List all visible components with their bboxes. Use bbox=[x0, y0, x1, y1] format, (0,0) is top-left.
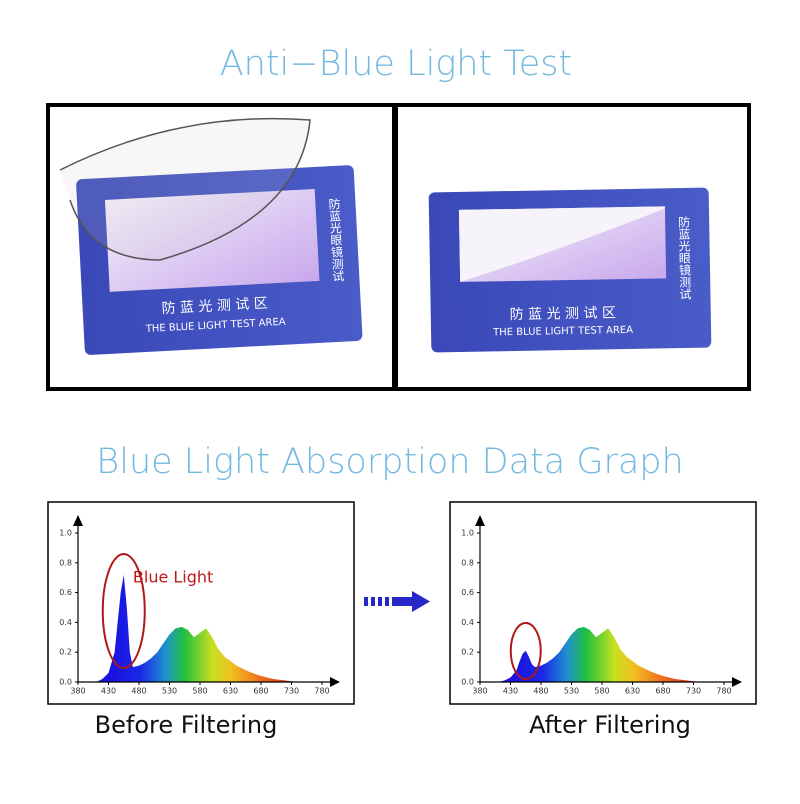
caption: Before Filtering bbox=[95, 711, 278, 739]
x-tick-label: 580 bbox=[192, 687, 207, 696]
card-area-text: 防 蓝 光 测 试 区 bbox=[161, 296, 268, 318]
highlight-ellipse bbox=[101, 553, 146, 669]
y-tick-label: 0.0 bbox=[59, 678, 72, 687]
glasses-lens bbox=[59, 117, 311, 261]
test-card: 防蓝光眼镜测试 防 蓝 光 测 试 区 THE BLUE LIGHT TEST … bbox=[428, 187, 712, 353]
caption: After Filtering bbox=[529, 711, 691, 739]
y-tick-label: 0.6 bbox=[461, 588, 474, 597]
x-tick-label: 380 bbox=[472, 687, 487, 696]
x-tick-label: 430 bbox=[101, 687, 116, 696]
x-axis-arrow bbox=[330, 677, 340, 687]
chart: 0.0 0.2 0.4 0.6 0.8 1.0 380 430 480 530 580 630 680 7… bbox=[47, 501, 355, 739]
y-tick-label: 0.6 bbox=[59, 588, 72, 597]
y-tick-label: 0.2 bbox=[461, 648, 474, 657]
y-tick-label: 0.4 bbox=[59, 618, 72, 627]
x-tick-label: 680 bbox=[253, 687, 268, 696]
x-tick-label: 430 bbox=[503, 687, 518, 696]
x-tick-label: 780 bbox=[314, 687, 329, 696]
graph-title: Blue Light Absorption Data Graph bbox=[96, 442, 683, 482]
y-tick-label: 0.4 bbox=[461, 618, 474, 627]
test-card: 防蓝光眼镜测试 防 蓝 光 测 试 区 THE BLUE LIGHT TEST … bbox=[76, 165, 363, 355]
transition-arrow bbox=[364, 591, 430, 612]
y-axis-arrow bbox=[73, 515, 83, 526]
y-tick-label: 0.8 bbox=[461, 558, 474, 567]
card-area-text: 防 蓝 光 测 试 区 bbox=[510, 305, 617, 323]
x-tick-label: 630 bbox=[223, 687, 238, 696]
x-tick-label: 730 bbox=[686, 687, 701, 696]
spectrum-area bbox=[498, 626, 700, 682]
x-tick-label: 480 bbox=[533, 687, 548, 696]
card-side-text: 防蓝光眼镜测试 bbox=[327, 196, 345, 282]
y-axis-arrow bbox=[475, 515, 485, 526]
x-tick-label: 530 bbox=[162, 687, 177, 696]
x-axis-arrow bbox=[732, 677, 742, 687]
x-tick-label: 630 bbox=[625, 687, 640, 696]
y-tick-label: 0.8 bbox=[59, 558, 72, 567]
x-tick-label: 730 bbox=[284, 687, 299, 696]
x-tick-label: 380 bbox=[70, 687, 85, 696]
x-tick-label: 530 bbox=[564, 687, 579, 696]
y-tick-label: 1.0 bbox=[59, 529, 72, 538]
x-tick-label: 480 bbox=[131, 687, 146, 696]
x-tick-label: 780 bbox=[716, 687, 731, 696]
x-tick-label: 580 bbox=[594, 687, 609, 696]
title: Anti−Blue Light Test bbox=[220, 44, 573, 84]
card-area-text-en: THE BLUE LIGHT TEST AREA bbox=[492, 325, 633, 338]
y-tick-label: 0.2 bbox=[59, 648, 72, 657]
x-tick-label: 680 bbox=[655, 687, 670, 696]
spectrum-area bbox=[96, 574, 298, 682]
card-side-text: 防蓝光眼镜测试 bbox=[677, 214, 692, 300]
chart: 0.0 0.2 0.4 0.6 0.8 1.0 380 430 480 530 580 630 680 7… bbox=[449, 501, 757, 739]
annotation: Blue Light bbox=[133, 568, 213, 587]
y-tick-label: 1.0 bbox=[461, 529, 474, 538]
y-tick-label: 0.0 bbox=[461, 678, 474, 687]
highlight-ellipse bbox=[509, 622, 542, 680]
